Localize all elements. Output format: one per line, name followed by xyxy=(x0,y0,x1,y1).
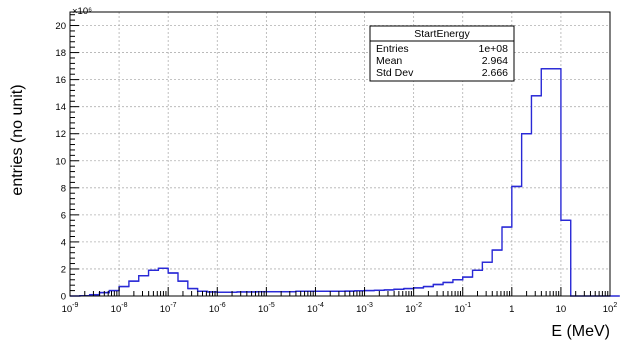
y-tick-label: 16 xyxy=(55,75,66,86)
x-tick-label: 10-8 xyxy=(111,302,128,315)
y-axis-multiplier: ×10⁶ xyxy=(72,6,92,17)
y-tick-label: 12 xyxy=(55,129,66,140)
x-tick-label: 10-5 xyxy=(258,302,275,315)
stats-box-frame xyxy=(369,25,515,82)
stats-box: StartEnergy Entries 1e+08 Mean 2.964 Std Dev… xyxy=(369,25,515,82)
y-axis-title: entries (no unit) xyxy=(9,84,26,195)
x-tick-label: 10-6 xyxy=(209,302,226,315)
grid xyxy=(70,12,610,296)
x-axis-title: E (MeV) xyxy=(551,323,610,340)
stats-row-label: Mean xyxy=(376,55,402,67)
axes: 10-9 10-8 10-7 10-6 10-5 10-4 10-3 10-2 10-1 1 10 1… xyxy=(55,11,618,315)
y-tick-label: 8 xyxy=(61,183,66,194)
stats-row-label: Entries xyxy=(376,43,409,55)
x-tick-label: 10-3 xyxy=(356,302,373,315)
y-tick-label: 2 xyxy=(61,264,66,275)
y-tick-label: 14 xyxy=(55,102,66,113)
stats-row-label: Std Dev xyxy=(376,67,414,79)
stats-row-value: 1e+08 xyxy=(479,43,509,55)
histogram-series xyxy=(70,68,620,297)
stats-row-value: 2.666 xyxy=(482,67,508,79)
x-tick-label: 10-2 xyxy=(405,302,422,315)
y-tick-label: 4 xyxy=(61,237,66,248)
y-tick-label: 6 xyxy=(61,210,66,221)
x-tick-label: 10-4 xyxy=(307,302,324,315)
y-tick-label: 0 xyxy=(61,292,66,303)
x-tick-label: 10-1 xyxy=(454,302,471,315)
x-tick-label: 10-7 xyxy=(160,302,177,315)
x-tick-label: 1 xyxy=(509,304,514,315)
x-tick-label: 10 xyxy=(556,304,567,315)
plot-frame xyxy=(69,11,611,297)
stats-box-title: StartEnergy xyxy=(414,28,470,40)
histogram-outline xyxy=(70,68,620,297)
y-tick-label: 18 xyxy=(55,48,66,59)
stats-row-value: 2.964 xyxy=(482,55,508,67)
y-tick-label: 10 xyxy=(55,156,66,167)
x-tick-label: 102 xyxy=(603,302,618,315)
y-tick-label: 20 xyxy=(55,21,66,32)
x-tick-label: 10-9 xyxy=(62,302,79,315)
